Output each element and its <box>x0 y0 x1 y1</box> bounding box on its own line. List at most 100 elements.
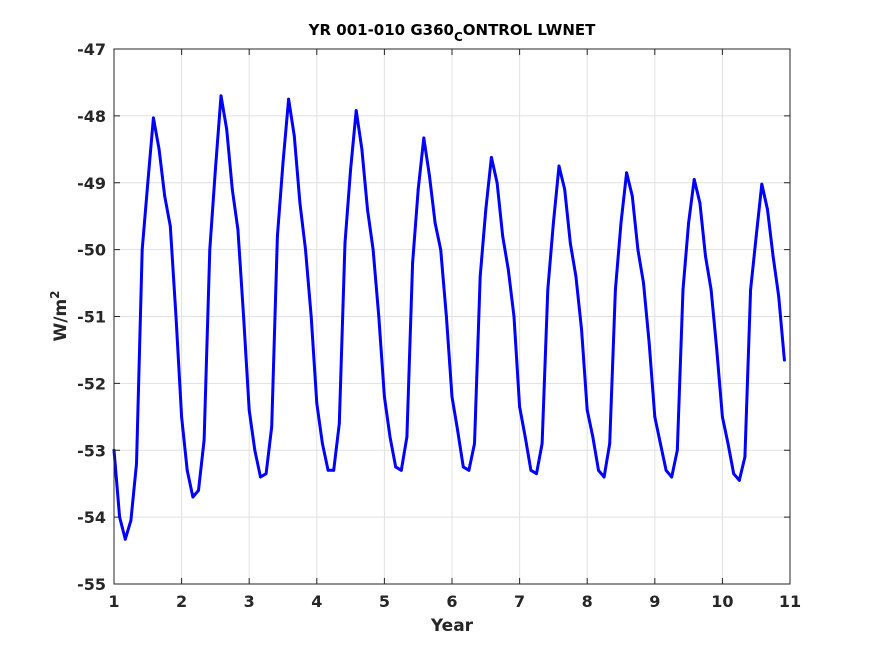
data-point <box>287 97 291 101</box>
data-point <box>760 182 764 186</box>
data-point <box>163 194 167 198</box>
data-point <box>675 448 679 452</box>
y-axis-label-base: W/m <box>51 299 71 342</box>
x-tick-label: 3 <box>244 592 255 611</box>
data-point <box>501 234 505 238</box>
data-point <box>253 448 257 452</box>
data-point <box>337 422 341 425</box>
data-point <box>597 468 600 472</box>
data-point <box>732 472 736 476</box>
data-point <box>591 435 595 439</box>
data-point <box>219 94 223 98</box>
data-point <box>546 288 550 292</box>
data-point <box>152 116 155 120</box>
data-point <box>422 136 426 140</box>
data-point <box>292 134 296 138</box>
chart-title: YR 001-010 G360CONTROL LWNET <box>308 21 596 44</box>
data-point <box>670 475 674 479</box>
data-point <box>259 475 262 479</box>
data-point <box>360 147 364 151</box>
x-tick-label: 5 <box>379 592 390 611</box>
data-point <box>681 288 685 292</box>
chart-title-main: YR 001-010 G360 <box>308 21 454 39</box>
data-point <box>557 164 561 168</box>
y-axis-label: W/m2 <box>48 290 71 341</box>
data-point <box>456 428 460 432</box>
data-point <box>371 248 375 252</box>
data-point <box>264 472 268 476</box>
data-point <box>743 455 747 459</box>
y-tick-label: -48 <box>77 107 106 126</box>
y-tick-label: -55 <box>77 575 106 594</box>
data-point <box>608 442 612 445</box>
data-point <box>473 442 476 445</box>
data-point <box>630 194 634 198</box>
data-point <box>721 415 724 419</box>
data-point <box>535 472 538 476</box>
x-tick-label: 6 <box>446 592 457 611</box>
data-point <box>529 468 533 472</box>
data-point <box>749 288 752 292</box>
data-point <box>140 248 144 252</box>
data-point <box>349 167 352 171</box>
x-tick-label: 2 <box>176 592 187 611</box>
data-point <box>326 468 330 472</box>
data-point <box>236 228 240 231</box>
data-point <box>523 435 527 439</box>
x-tick-label: 4 <box>311 592 322 611</box>
data-point <box>242 315 245 318</box>
data-point <box>377 315 381 318</box>
data-point <box>636 248 640 252</box>
data-point <box>782 358 786 362</box>
data-point <box>202 438 206 442</box>
x-tick-label: 1 <box>108 592 119 611</box>
x-axis-label: Year <box>430 616 474 636</box>
data-point <box>490 155 493 159</box>
data-point <box>704 254 707 258</box>
data-point <box>298 201 302 205</box>
y-tick-labels: -55 -54 -53 -52 -51 -50 -49 -48 -47 <box>77 40 106 594</box>
data-point <box>428 174 431 178</box>
y-axis-label-superscript: 2 <box>48 290 62 298</box>
x-tick-label: 9 <box>649 592 660 611</box>
data-point <box>552 221 555 225</box>
data-point <box>506 268 510 272</box>
data-point <box>405 435 409 439</box>
data-point <box>304 248 307 252</box>
y-tick-label: -49 <box>77 174 106 193</box>
data-point <box>687 221 690 225</box>
data-point <box>383 395 386 399</box>
data-point <box>354 109 358 112</box>
y-tick-label: -50 <box>77 241 106 260</box>
data-point <box>180 415 184 419</box>
data-point <box>653 415 657 419</box>
data-point <box>281 161 285 165</box>
data-point <box>157 147 161 151</box>
data-point <box>478 274 482 278</box>
data-point <box>168 224 172 228</box>
data-point <box>512 315 516 318</box>
data-point <box>197 488 200 492</box>
data-point <box>129 519 133 522</box>
data-point <box>399 468 403 472</box>
data-point <box>230 188 234 191</box>
y-tick-label: -52 <box>77 374 106 393</box>
data-point <box>416 188 420 191</box>
data-point <box>715 348 719 352</box>
y-tick-label: -54 <box>77 508 106 527</box>
data-point <box>580 328 583 332</box>
chart-title-rest: ONTROL LWNET <box>463 21 596 39</box>
data-point <box>185 468 189 472</box>
data-point <box>495 181 499 185</box>
y-tick-label: -47 <box>77 40 106 59</box>
data-point <box>467 468 471 472</box>
data-point <box>766 208 769 211</box>
data-point <box>709 288 713 292</box>
data-point <box>585 408 589 412</box>
data-point <box>625 171 629 175</box>
data-point <box>613 288 617 292</box>
data-point <box>484 208 488 211</box>
data-point <box>315 402 319 405</box>
data-point <box>450 395 454 399</box>
